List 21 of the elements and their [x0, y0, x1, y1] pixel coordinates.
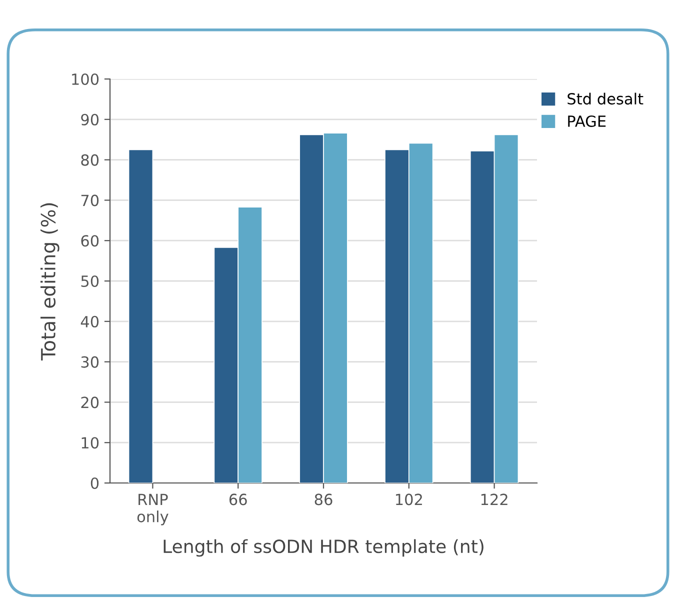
x-axis-title: Length of ssODN HDR template (nt)	[164, 539, 484, 557]
y-tick-label: 70	[81, 194, 99, 206]
bar	[128, 149, 154, 483]
x-tick-label: 122	[481, 494, 508, 506]
x-tick-label: 86	[314, 494, 332, 506]
y-tick-label: 80	[81, 154, 99, 166]
y-tick-label: 40	[80, 316, 99, 328]
y-axis-title: Total editing (%)	[40, 203, 60, 360]
x-tick-label: 66	[229, 494, 247, 506]
y-tick-label: 100	[72, 73, 99, 86]
legend-label: PAGE	[568, 115, 606, 127]
y-tick-label: 0	[90, 477, 99, 490]
x-tick-label: RNP only	[137, 494, 168, 526]
y-tick-label: 30	[81, 356, 99, 368]
y-tick-label: 10	[82, 437, 99, 449]
y-tick-label: 90	[81, 114, 99, 126]
legend-label: Std desalt	[568, 92, 644, 105]
x-tick-label: 102	[396, 494, 422, 506]
y-tick-label: 50	[81, 275, 99, 288]
y-tick-label: 20	[81, 396, 99, 408]
y-tick-label: 60	[81, 235, 99, 247]
